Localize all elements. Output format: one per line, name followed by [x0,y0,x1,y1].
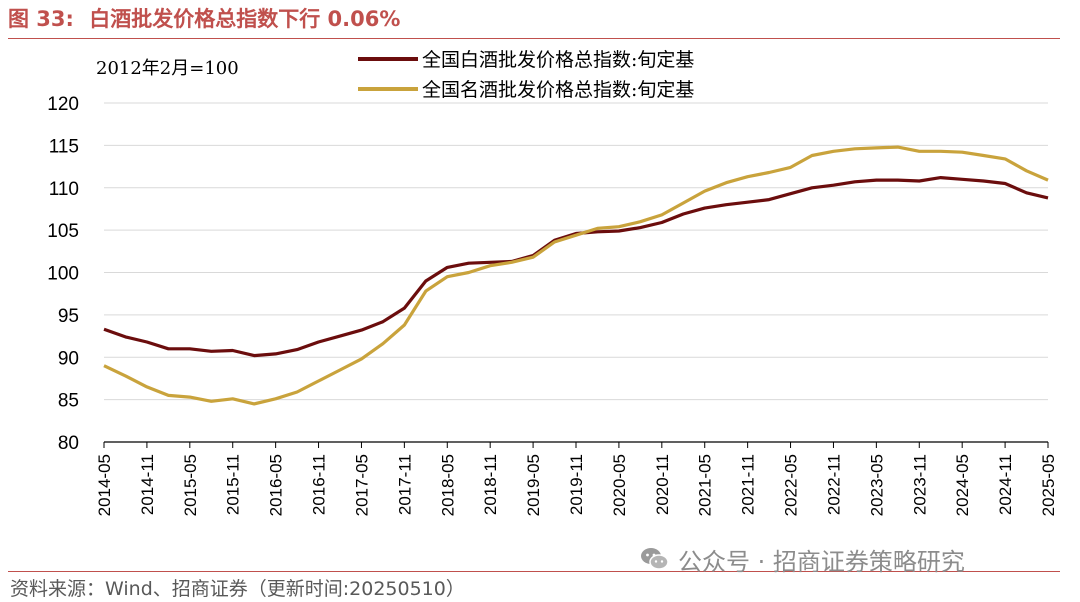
x-tick-label: 2023-11 [910,454,929,515]
source-note: 资料来源：Wind、招商证券（更新时间:20250510） [10,574,465,601]
x-tick-label: 2020-05 [610,454,629,516]
y-tick-label: 95 [58,306,79,327]
x-tick-label: 2022-05 [782,454,801,516]
x-tick-label: 2021-05 [696,454,715,516]
base-note: 2012年2月=100 [96,58,239,79]
legend: 全国白酒批发价格总指数:旬定基 全国名酒批发价格总指数:旬定基 [358,49,694,101]
x-tick-label: 2017-11 [395,454,414,515]
watermark-text: 公众号 · 招商证券策略研究 [678,547,965,576]
y-tick-label: 80 [58,433,79,454]
x-tick-label: 2014-11 [138,454,157,515]
figure-number: 图 33: [8,7,74,31]
x-tick-label: 2025-05 [1039,454,1058,516]
source-text: 资料来源：Wind、招商证券（更新时间:20250510） [10,578,465,600]
x-tick-label: 2016-11 [310,454,329,515]
x-tick-label: 2021-11 [739,454,758,515]
x-tick-label: 2019-11 [567,454,586,515]
series-lines [103,145,1049,406]
legend-label-baijiu: 全国白酒批发价格总指数:旬定基 [422,49,694,71]
gridlines [104,102,1048,401]
x-tick-label: 2024-05 [953,454,972,516]
x-tick-label: 2015-05 [181,454,200,516]
watermark: 公众号 · 招商证券策略研究 [640,543,965,576]
x-tick-label: 2022-11 [824,454,843,515]
y-tick-label: 85 [58,391,79,412]
x-tick-label: 2020-11 [653,454,672,515]
line-chart: 80 85 90 95 100 105 110 115 120 2014-05 2014-11 201… [47,49,1058,516]
y-tick-label: 115 [49,136,79,157]
axes: 80 85 90 95 100 105 110 115 120 2014-05 2014-11 201… [47,94,1058,516]
series-line-mingjiu [103,145,1049,406]
x-tick-label: 2018-11 [481,454,500,515]
x-tick-label: 2019-05 [524,454,543,516]
x-tick-label: 2014-05 [95,454,114,516]
wechat-icon [641,548,669,570]
y-tick-label: 120 [47,94,79,115]
y-tick-label: 90 [58,348,79,369]
x-tick-label: 2023-05 [867,454,886,516]
legend-label-mingjiu: 全国名酒批发价格总指数:旬定基 [422,79,694,101]
y-tick-label: 105 [47,221,79,242]
series-line-baijiu [103,176,1049,358]
title-rule [8,38,1060,39]
figure-title: 图 33: 白酒批发价格总指数下行 0.06% [8,4,400,34]
footer-rule [8,571,1060,572]
x-tick-label: 2017-05 [352,454,371,516]
x-tick-label: 2015-11 [224,454,243,515]
y-tick-label: 110 [49,179,79,200]
x-tick-label: 2016-05 [267,454,286,516]
x-tick-label: 2018-05 [438,454,457,516]
figure-title-text: 白酒批发价格总指数下行 0.06% [89,7,401,31]
x-tick-label: 2024-11 [996,454,1015,515]
y-tick-label: 100 [47,264,79,285]
